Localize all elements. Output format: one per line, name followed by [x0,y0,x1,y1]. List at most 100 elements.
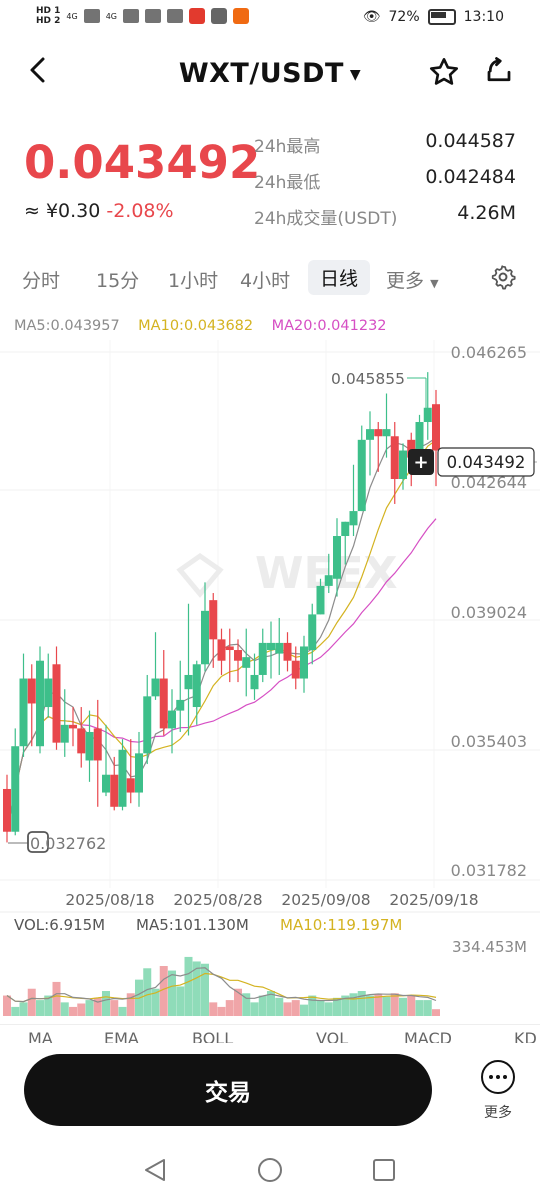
indicator-tab-boll[interactable]: BOLL [192,1029,234,1043]
volume-bar [341,995,350,1016]
volume-bar [423,1000,432,1016]
candle-body [308,614,317,651]
volume-bar [143,968,152,1016]
period-tab-more[interactable]: 更多 ▼ [386,266,439,293]
kline-chart[interactable]: WEEX 0.046265 0.042644 0.039024 0.035403 0.03… [0,340,540,1022]
volume-bar [176,986,185,1016]
indicator-tab-ma[interactable]: MA [28,1029,53,1043]
volume-bar [126,993,135,1016]
battery-icon [427,9,456,25]
candle-body [36,660,44,747]
nav-recents-icon[interactable] [373,1159,395,1181]
candle-body [357,439,366,512]
gear-icon[interactable] [490,264,516,290]
volume-bar [11,1006,20,1016]
system-nav-bar [145,1158,395,1182]
y-axis-label: 0.035403 [451,732,527,751]
stat-low-label: 24h最低 [254,173,321,193]
candle-body [209,600,218,640]
low-price-label: 0.032762 [30,834,106,853]
volume-bar [19,1002,28,1016]
more-button[interactable]: 更多 [468,1058,528,1128]
share-icon[interactable] [484,56,512,84]
back-icon[interactable] [28,56,48,91]
wifi-icon [145,9,161,23]
signal-icon-2 [123,9,139,23]
period-tab-1d[interactable]: 日线 [308,260,371,295]
no-sim-icon [167,9,183,23]
indicator-tab-vol[interactable]: VOL [316,1029,349,1043]
volume-bar [333,997,341,1016]
candle-body [432,404,440,451]
y-axis-label: 0.031782 [451,861,527,880]
candle-body [69,724,77,729]
volume-bar [209,1002,218,1016]
candle-body [316,585,325,615]
taobao-icon [233,8,249,24]
volume-max-label: 334.453M [452,938,527,956]
cny-price: ≈ ¥0.30 [24,200,101,222]
volume-bar [69,1006,77,1016]
volume-bar [151,988,160,1016]
volume-bar [300,1004,308,1016]
star-icon[interactable] [428,56,460,96]
net1-label: 4G [66,11,78,21]
volume-bar [60,1002,69,1016]
volume-bar [77,1003,86,1016]
indicator-tab-ema[interactable]: EMA [104,1029,139,1043]
candle-body [399,450,407,480]
pair-selector[interactable]: WXT/USDT ▼ [0,58,540,89]
indicator-tab-macd[interactable]: MACD [404,1029,452,1043]
status-bar: HD 1 HD 2 4G 4G 👁 72% 13:10 [0,0,540,38]
candle-body [283,642,292,661]
volume-bar [275,997,284,1016]
volume-bar [399,997,407,1016]
volume-bar [366,995,374,1016]
indicator-tab-kd[interactable]: KD [514,1029,537,1043]
period-tab-15m[interactable]: 15分 [96,270,140,292]
last-price: 0.043492 [24,136,261,189]
period-tab-4h[interactable]: 4小时 [240,270,291,292]
candle-body [135,753,143,793]
volume-bar [217,1006,226,1016]
candle-body [19,678,28,747]
period-tab-realtime[interactable]: 分时 [22,270,61,292]
candle-body [102,774,110,793]
candle-body [267,642,275,651]
period-tab-1h[interactable]: 1小时 [168,270,219,292]
candle-body [44,678,53,708]
volume-bar [407,995,416,1016]
volume-bar [3,995,11,1016]
caret-down-icon: ▼ [349,66,362,83]
volume-bar [267,991,275,1016]
trade-button[interactable]: 交易 [24,1054,432,1126]
nav-back-icon[interactable] [145,1159,165,1181]
pair-title: WXT/USDT [178,58,344,89]
candle-body [242,657,251,668]
volume-bar [201,963,209,1016]
candle-body [201,610,209,665]
high-price-label: 0.045855 [331,370,405,388]
stat-volume-value: 4.26M [457,202,516,224]
volume-ma5-line [6,967,437,1003]
volume-bar [357,991,366,1016]
stat-high-value: 0.044587 [425,130,516,152]
stat-high-label: 24h最高 [254,137,321,157]
candle-body [225,646,234,651]
volume-bar [93,997,102,1016]
candle-body [415,422,424,458]
volume-bar [110,1000,119,1016]
volume-bar [184,956,193,1016]
volume-bar [258,995,267,1016]
ma10-label: MA10:0.043682 [138,318,254,334]
candle-body [159,678,168,729]
volume-bar [225,1000,234,1016]
header: WXT/USDT ▼ [0,46,540,106]
volume-bar [374,994,383,1016]
volume-label: VOL:6.915M [14,916,105,934]
nav-home-icon[interactable] [258,1158,282,1182]
candle-body [176,699,185,711]
clock: 13:10 [463,9,504,25]
indicator-tabs: MA EMA BOLL VOL MACD KD [0,1024,540,1043]
last-price-tag: 0.043492 [447,453,526,472]
